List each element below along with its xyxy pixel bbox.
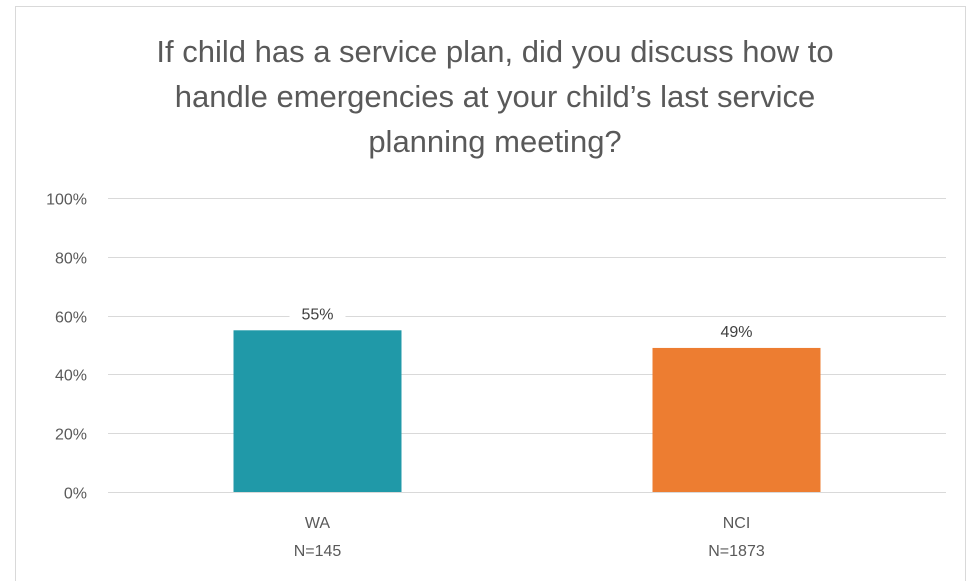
y-tick-label: 0% bbox=[64, 486, 87, 503]
category-label: NCI bbox=[723, 515, 751, 532]
data-label-background bbox=[289, 301, 346, 326]
bar-wa bbox=[233, 330, 402, 492]
data-label-nci: 49% bbox=[720, 324, 752, 341]
y-axis-tick-labels: 0% 20% 40% 60% 80% 100% bbox=[46, 192, 87, 503]
chart-title-line-2: handle emergencies at your child’s last … bbox=[175, 79, 815, 114]
y-tick-label: 80% bbox=[55, 251, 87, 268]
y-tick-label: 40% bbox=[55, 368, 87, 385]
y-tick-label: 100% bbox=[46, 192, 87, 209]
x-axis-category-labels: WA N=145 NCI N=1873 bbox=[294, 515, 765, 560]
category-label: WA bbox=[305, 515, 331, 532]
data-label-background bbox=[708, 318, 765, 343]
chart-title-line-3: planning meeting? bbox=[368, 124, 621, 159]
bars bbox=[233, 330, 821, 492]
chart-title-line-1: If child has a service plan, did you dis… bbox=[156, 34, 833, 69]
bar-nci bbox=[652, 347, 821, 492]
data-label-wa: 55% bbox=[301, 306, 333, 323]
y-tick-label: 60% bbox=[55, 310, 87, 327]
y-tick-label: 20% bbox=[55, 427, 87, 444]
chart-title: If child has a service plan, did you dis… bbox=[156, 34, 833, 159]
data-labels: 55% 49% bbox=[289, 301, 765, 343]
category-n-label: N=1873 bbox=[708, 543, 765, 560]
category-n-label: N=145 bbox=[294, 543, 342, 560]
